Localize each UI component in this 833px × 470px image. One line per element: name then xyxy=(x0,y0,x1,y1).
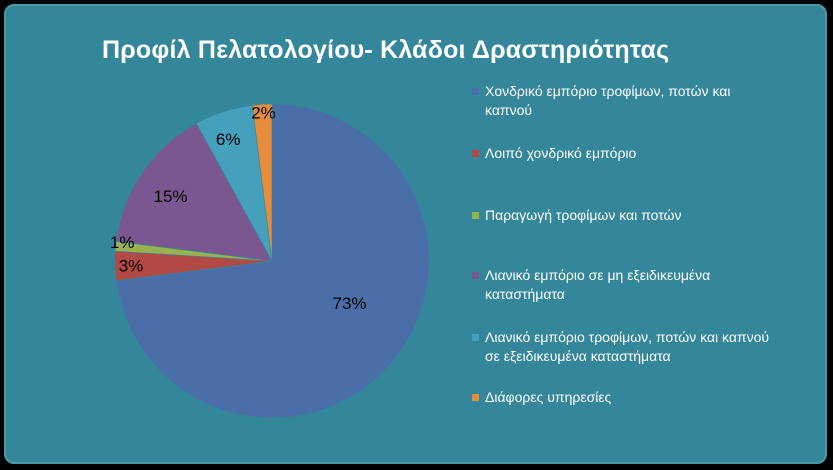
legend-item-4: Λιανικό εμπόριο σε μη εξειδικευμένα κατα… xyxy=(472,266,772,304)
chart-frame: Προφίλ Πελατολογίου- Κλάδοι Δραστηριότητ… xyxy=(4,4,827,464)
legend-swatch-3 xyxy=(472,212,479,219)
data-label-5: 6% xyxy=(216,130,241,149)
legend: Χονδρικό εμπόριο τροφίμων, ποτών και καπ… xyxy=(472,82,812,422)
pie-slice-4 xyxy=(115,123,273,262)
legend-swatch-5 xyxy=(472,334,479,341)
legend-item-2: Λοιπό χονδρικό εμπόριο xyxy=(472,144,772,163)
legend-swatch-6 xyxy=(472,394,479,401)
legend-label-6: Διάφορες υπηρεσίες xyxy=(485,389,612,405)
pie-data-labels: 73% 3% 1% 15% 6% 2% xyxy=(110,104,367,313)
legend-label-2: Λοιπό χονδρικό εμπόριο xyxy=(485,145,637,161)
pie-slice-6 xyxy=(251,103,273,262)
legend-item-6: Διάφορες υπηρεσίες xyxy=(472,388,772,407)
pie-chart: 73% 3% 1% 15% 6% 2% xyxy=(110,103,430,419)
pie-slice-1 xyxy=(115,103,430,419)
legend-label-1: Χονδρικό εμπόριο τροφίμων, ποτών και καπ… xyxy=(485,83,731,118)
legend-swatch-1 xyxy=(472,88,479,95)
data-label-1: 73% xyxy=(332,294,366,313)
legend-label-3: Παραγωγή τροφίμων και ποτών xyxy=(485,207,682,223)
data-label-4: 15% xyxy=(153,187,187,206)
legend-label-4: Λιανικό εμπόριο σε μη εξειδικευμένα κατα… xyxy=(485,267,711,302)
data-label-2: 3% xyxy=(119,257,144,276)
legend-swatch-4 xyxy=(472,272,479,279)
chart-title: Προφίλ Πελατολογίου- Κλάδοι Δραστηριότητ… xyxy=(102,36,670,64)
legend-item-5: Λιανικό εμπόριο τροφίμων, ποτών και καπν… xyxy=(472,328,772,366)
legend-swatch-2 xyxy=(472,150,479,157)
legend-item-3: Παραγωγή τροφίμων και ποτών xyxy=(472,206,772,225)
data-label-3: 1% xyxy=(110,233,135,252)
legend-item-1: Χονδρικό εμπόριο τροφίμων, ποτών και καπ… xyxy=(472,82,772,120)
pie-slices xyxy=(114,103,430,419)
legend-label-5: Λιανικό εμπόριο τροφίμων, ποτών και καπν… xyxy=(485,329,770,364)
data-label-6: 2% xyxy=(251,104,276,123)
